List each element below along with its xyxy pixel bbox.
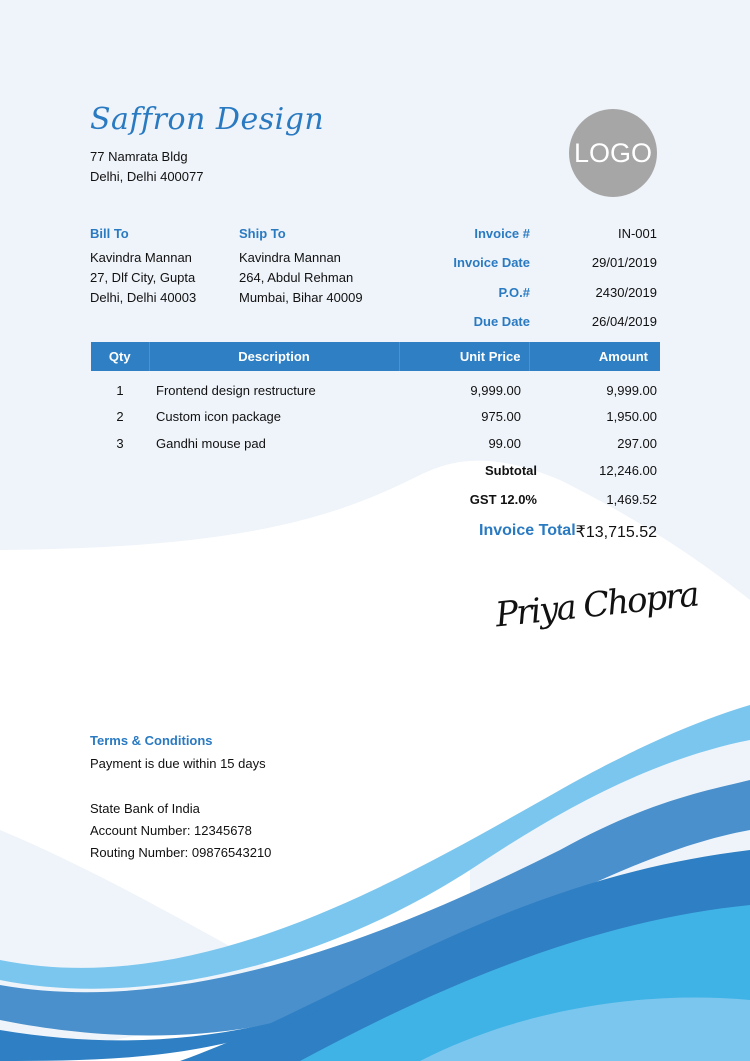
unit-price: 99.00 xyxy=(488,436,521,451)
ship-to-name: Kavindra Mannan xyxy=(239,250,341,265)
subtotal-label: Subtotal xyxy=(485,463,537,478)
logo: LOGO xyxy=(569,109,657,197)
table-row: 2 Custom icon package 975.00 1,950.00 xyxy=(91,403,660,430)
header-amount: Amount xyxy=(529,342,660,371)
subtotal-value: 12,246.00 xyxy=(599,463,657,478)
items-table: Qty Description Unit Price Amount 1 Front… xyxy=(91,342,660,457)
ship-to-label: Ship To xyxy=(239,226,286,241)
table-row: 3 Gandhi mouse pad 99.00 297.00 xyxy=(91,430,660,457)
header-qty: Qty xyxy=(91,342,150,371)
meta-label: P.O.# xyxy=(498,284,530,300)
unit-price: 9,999.00 xyxy=(470,382,521,398)
meta-value: IN-001 xyxy=(617,226,657,241)
meta-value: 2430/2019 xyxy=(595,284,657,300)
bill-to-line: 27, Dlf City, Gupta xyxy=(90,270,196,285)
amount: 1,950.00 xyxy=(606,409,657,424)
amount: 9,999.00 xyxy=(606,382,657,398)
tax-label: GST 12.0% xyxy=(469,492,537,507)
subtotal-row: Subtotal 12,246.00 xyxy=(397,463,657,478)
bill-to-name: Kavindra Mannan xyxy=(90,250,192,265)
ship-to-line: 264, Abdul Rehman xyxy=(239,270,354,285)
address-line: Delhi, Delhi 400077 xyxy=(90,169,204,184)
total-value: ₹13,715.52 xyxy=(575,524,657,541)
qty: 1 xyxy=(116,382,124,398)
bill-to: Bill To Kavindra Mannan 27, Dlf City, Gu… xyxy=(90,226,196,308)
tax-row: GST 12.0% 1,469.52 xyxy=(397,492,657,507)
header-description: Description xyxy=(149,342,400,371)
company-name: Saffron Design xyxy=(90,102,325,137)
meta-value: 29/01/2019 xyxy=(591,255,657,271)
description: Custom icon package xyxy=(156,409,282,424)
terms-text: Payment is due within 15 days xyxy=(90,756,266,771)
invoice-meta: Invoice # IN-001 Invoice Date 29/01/2019 P… xyxy=(420,226,657,343)
routing-number: Routing Number: 09876543210 xyxy=(90,845,272,860)
company-address: 77 Namrata Bldg Delhi, Delhi 400077 xyxy=(90,147,203,187)
description: Frontend design restructure xyxy=(156,382,316,398)
meta-label: Due Date xyxy=(473,313,530,329)
ship-to: Ship To Kavindra Mannan 264, Abdul Rehma… xyxy=(239,226,363,308)
bank-details: State Bank of India Account Number: 1234… xyxy=(90,798,271,864)
account-number: Account Number: 12345678 xyxy=(90,823,252,838)
bank-name: State Bank of India xyxy=(90,801,200,816)
terms-label: Terms & Conditions xyxy=(90,733,213,748)
tax-value: 1,469.52 xyxy=(606,492,657,507)
ship-to-line: Mumbai, Bihar 40009 xyxy=(239,290,363,305)
description: Gandhi mouse pad xyxy=(156,436,266,451)
meta-label: Invoice # xyxy=(474,226,530,241)
bill-to-label: Bill To xyxy=(90,226,129,241)
table-row: 1 Frontend design restructure 9,999.00 9,99… xyxy=(91,371,660,403)
qty: 2 xyxy=(116,409,124,424)
unit-price: 975.00 xyxy=(481,409,521,424)
amount: 297.00 xyxy=(617,436,657,451)
table-header: Qty Description Unit Price Amount xyxy=(91,342,660,371)
qty: 3 xyxy=(116,436,124,451)
address-line: 77 Namrata Bldg xyxy=(90,149,188,164)
total-label: Invoice Total xyxy=(479,522,576,539)
header-unit-price: Unit Price xyxy=(399,342,530,371)
bill-to-line: Delhi, Delhi 40003 xyxy=(90,290,197,305)
terms: Terms & Conditions Payment is due within… xyxy=(90,733,266,771)
total-row: Invoice Total ₹13,715.52 xyxy=(397,522,657,542)
meta-value: 26/04/2019 xyxy=(591,313,657,329)
meta-label: Invoice Date xyxy=(453,255,530,271)
